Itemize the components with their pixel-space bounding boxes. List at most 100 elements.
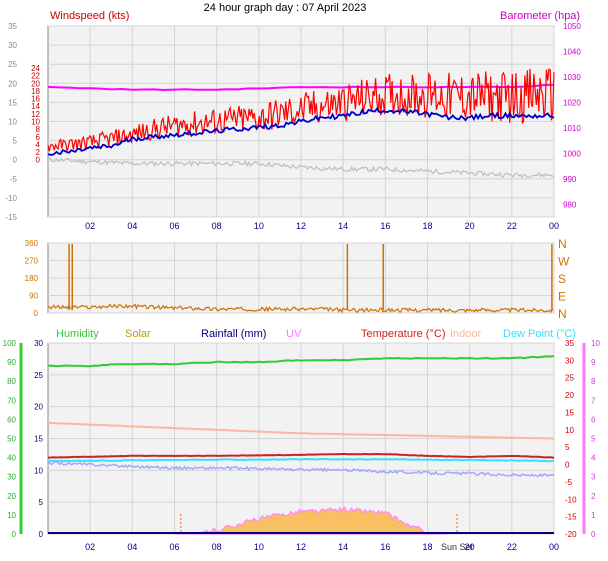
- temperature-tick-label: 20: [565, 391, 574, 400]
- uv-tick-label: 8: [591, 377, 596, 386]
- humidity-tick-label: 100: [3, 339, 17, 348]
- indoor-line: [47, 421, 555, 440]
- rainfall-tick-label: 20: [34, 403, 43, 412]
- wind-outer-tick-label: 5: [13, 137, 18, 146]
- baro-tick-label: 1050: [563, 22, 581, 31]
- wind-x-tick-label: 12: [296, 221, 306, 231]
- wind-x-tick-label: 04: [127, 221, 137, 231]
- baro-tick-label: 980: [563, 200, 577, 209]
- temp-series: [47, 355, 555, 535]
- humidity-tick-label: 80: [7, 377, 16, 386]
- temperature-tick-label: 0: [565, 461, 570, 470]
- uv-tick-label: 5: [591, 435, 596, 444]
- humidity-tick-label: 90: [7, 358, 16, 367]
- baro-tick-label: 1020: [563, 98, 581, 107]
- temperature-tick-label: 10: [565, 426, 574, 435]
- wind-inner-tick-label: 6: [36, 133, 41, 142]
- humidity-tick-label: 40: [7, 454, 16, 463]
- wind-outer-tick-label: 0: [13, 156, 18, 165]
- humidity-tick-label: 50: [7, 435, 16, 444]
- wind-x-tick-label: 10: [254, 221, 264, 231]
- wind-x-tick-label: 18: [422, 221, 432, 231]
- temperature-tick-label: 30: [565, 356, 574, 365]
- uv-tick-label: 4: [591, 454, 596, 463]
- temp-x-tick-label: 16: [380, 542, 390, 552]
- uv-ticks: 0 1 2 3 4 5 6 7 8 9 10: [582, 339, 600, 539]
- wind-series: [47, 68, 555, 179]
- rainfall-tick-label: 15: [34, 435, 43, 444]
- rainfall-tick-label: 0: [39, 530, 44, 539]
- wind-x-tick-label: 08: [212, 221, 222, 231]
- sunset-label: Sun Set: [441, 542, 474, 552]
- wind-inner-tick-label: 12: [31, 110, 40, 119]
- temp-x-tick-label: 02: [85, 542, 95, 552]
- temp-x-tick-label: 22: [507, 542, 517, 552]
- wind-inner-tick-label: 16: [31, 95, 40, 104]
- temp-x-tick-label: 06: [169, 542, 179, 552]
- temp-x-tick-label: 12: [296, 542, 306, 552]
- wind-outer-tick-label: 20: [8, 79, 17, 88]
- wind-x-tick-label: 20: [465, 221, 475, 231]
- wind-outer-tick-label: -5: [10, 175, 18, 184]
- rainfall-ticks: 0 5 10 15 20 25 30: [34, 339, 43, 539]
- direction-tick-label: 180: [25, 274, 39, 283]
- temp-panel: Humidity Solar Rainfall (mm) UV Temperature …: [3, 328, 601, 552]
- rainfall-tick-label: 10: [34, 466, 43, 475]
- legend-label: Rainfall (mm): [201, 328, 266, 340]
- temperature-tick-label: -15: [565, 513, 577, 522]
- wind-x-ticks: 02 04 06 08 10 12 14 16 18 20 22 00: [85, 221, 559, 231]
- wind-outer-tick-label: 35: [8, 22, 17, 31]
- uv-tick-label: 2: [591, 492, 596, 501]
- rainfall-tick-label: 25: [34, 371, 43, 380]
- legend-label: Solar: [125, 328, 151, 340]
- uv-tick-label: 10: [591, 339, 600, 348]
- rainfall-tick-label: 5: [39, 498, 44, 507]
- direction-tick-label: 360: [25, 239, 39, 248]
- wind-outer-tick-label: 10: [8, 118, 17, 127]
- wind-inner-tick-label: 22: [31, 72, 40, 81]
- humidity-tick-label: 70: [7, 396, 16, 405]
- wind-inner-tick-label: 18: [31, 87, 40, 96]
- temp-x-tick-label: 20: [465, 542, 475, 552]
- temp-x-tick-label: 10: [254, 542, 264, 552]
- baro-ticks: 980 990 1000 1010 1020 1030 1040 1050: [563, 22, 581, 209]
- wind-inner-tick-label: 20: [31, 79, 40, 88]
- direction-grid: [48, 242, 555, 314]
- temp-x-tick-label: 18: [422, 542, 432, 552]
- baro-tick-label: 1030: [563, 73, 581, 82]
- uv-tick-label: 7: [591, 396, 596, 405]
- direction-compass-label: W: [558, 255, 570, 269]
- average-wind-line: [47, 107, 555, 156]
- wind-outer-ticks: -15 -10 -5 0 5 10 15 20 25 30 35: [5, 22, 17, 222]
- wind-outer-tick-label: -15: [5, 213, 17, 222]
- direction-compass-label: S: [558, 272, 566, 286]
- grey-series-line: [47, 157, 555, 179]
- wind-inner-tick-label: 24: [31, 64, 40, 73]
- temperature-tick-label: -20: [565, 530, 577, 539]
- temperature-tick-label: 35: [565, 339, 574, 348]
- uv-tick-label: 6: [591, 415, 596, 424]
- wind-outer-tick-label: 25: [8, 60, 17, 69]
- wind-inner-tick-label: 0: [36, 156, 41, 165]
- temperature-ticks: -20 -15 -10 -5 0 5 10 15 20 25 30 35: [565, 339, 577, 539]
- barometer-line: [47, 83, 555, 92]
- legend-label: Dew Point (°C): [503, 328, 576, 340]
- direction-compass-label: N: [558, 237, 567, 251]
- humidity-ticks: 0 10 20 30 40 50 60 70 80 90 100: [3, 339, 23, 539]
- temperature-tick-label: -5: [565, 478, 573, 487]
- wind-inner-tick-label: 8: [36, 125, 41, 134]
- wind-x-tick-label: 22: [507, 221, 517, 231]
- uv-tick-label: 1: [591, 511, 596, 520]
- humidity-line: [47, 355, 555, 368]
- wind-x-tick-label: 14: [338, 221, 348, 231]
- wind-inner-tick-label: 2: [36, 148, 41, 157]
- humidity-tick-label: 20: [7, 492, 16, 501]
- direction-line: [47, 303, 554, 314]
- wind-panel: Windspeed (kts) Barometer (hpa) -15 -10 -5…: [5, 10, 581, 231]
- legend-label: Temperature (°C): [361, 328, 445, 340]
- baro-tick-label: 1040: [563, 47, 581, 56]
